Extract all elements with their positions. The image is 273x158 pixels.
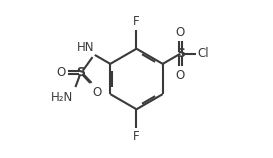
- Text: O: O: [176, 26, 185, 39]
- Text: S: S: [176, 47, 185, 60]
- Text: H₂N: H₂N: [51, 91, 73, 104]
- Text: Cl: Cl: [198, 47, 209, 60]
- Text: F: F: [133, 15, 140, 28]
- Text: F: F: [133, 130, 140, 143]
- Text: O: O: [176, 69, 185, 82]
- Text: HN: HN: [76, 41, 94, 54]
- Text: O: O: [56, 66, 65, 79]
- Text: O: O: [93, 86, 102, 99]
- Text: S: S: [76, 66, 85, 79]
